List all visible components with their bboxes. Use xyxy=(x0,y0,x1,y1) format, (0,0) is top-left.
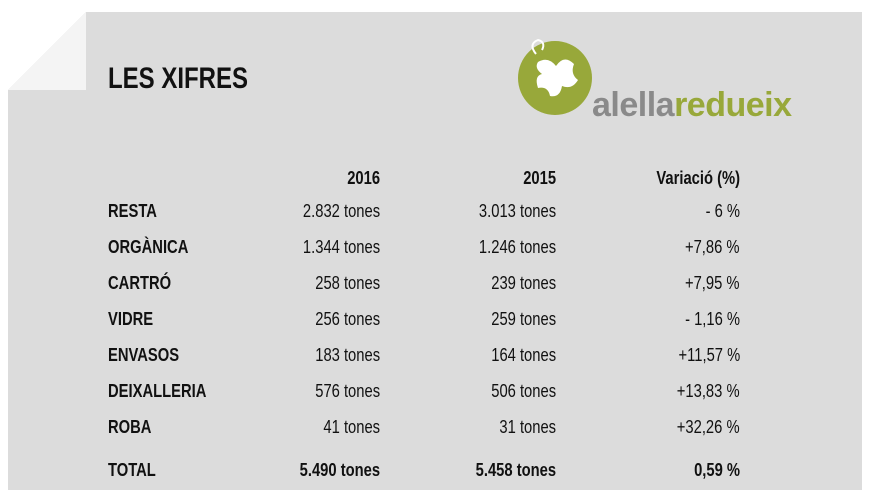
row-label: ENVASOS xyxy=(108,345,180,365)
row-label: DEIXALLERIA xyxy=(108,381,207,401)
cell: 183 tones xyxy=(315,345,380,365)
row-label: ORGÀNICA xyxy=(108,237,189,257)
column-header: Variació (%) xyxy=(656,168,740,188)
cell: - 1,16 % xyxy=(685,309,740,329)
cell: +11,57 % xyxy=(678,345,740,365)
total-cell: 5.458 tones xyxy=(475,460,556,480)
cell: 256 tones xyxy=(315,309,380,329)
row-label: VIDRE xyxy=(108,309,154,329)
cell: 3.013 tones xyxy=(478,201,556,221)
logo-text: alellaredueix xyxy=(592,86,792,125)
cell: 31 tones xyxy=(499,417,556,437)
cell: 576 tones xyxy=(315,381,380,401)
column-header: 2015 xyxy=(523,168,556,188)
cell: 258 tones xyxy=(315,273,380,293)
cell: 239 tones xyxy=(491,273,556,293)
row-label: RESTA xyxy=(108,201,157,221)
row-label: CARTRÓ xyxy=(108,273,172,293)
cell: +7,86 % xyxy=(685,237,740,257)
logo-part: redueix xyxy=(674,86,792,124)
cell: +7,95 % xyxy=(685,273,740,293)
cell: +13,83 % xyxy=(677,381,740,401)
page-fold xyxy=(8,12,86,90)
cell: +32,26 % xyxy=(677,417,740,437)
cell: 259 tones xyxy=(491,309,556,329)
logo-part: alella xyxy=(592,86,675,124)
panel xyxy=(8,12,862,490)
logo-tendril xyxy=(531,38,545,55)
cell: 506 tones xyxy=(491,381,556,401)
cell: - 6 % xyxy=(705,201,740,221)
title: LES XIFRES xyxy=(108,62,249,95)
total-cell: 5.490 tones xyxy=(299,460,380,480)
cell: 1.344 tones xyxy=(302,237,380,257)
cell: 41 tones xyxy=(323,417,380,437)
row-label: ROBA xyxy=(108,417,152,437)
total-cell: 0,59 % xyxy=(694,460,740,480)
total-label: TOTAL xyxy=(108,460,156,480)
cell: 1.246 tones xyxy=(478,237,556,257)
column-header: 2016 xyxy=(347,168,380,188)
cell: 164 tones xyxy=(491,345,556,365)
cell: 2.832 tones xyxy=(302,201,380,221)
logo-leaf xyxy=(536,59,578,97)
